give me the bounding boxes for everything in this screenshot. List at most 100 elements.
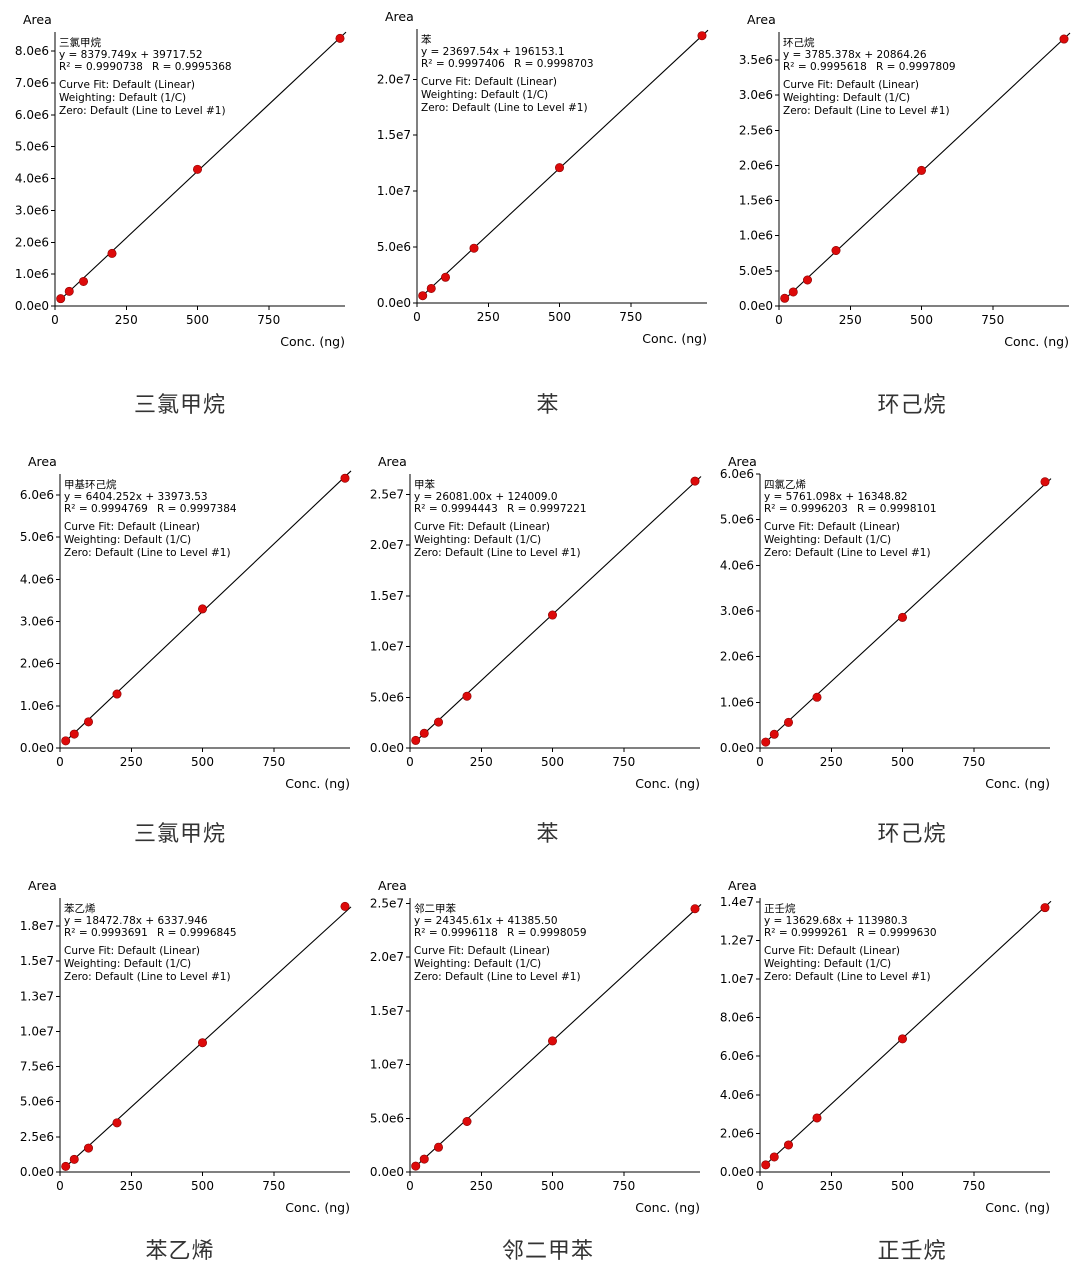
y-tick-label: 0.0e0 (370, 741, 404, 755)
data-point (469, 243, 479, 253)
data-point (555, 163, 565, 173)
compound-name: 苯乙烯 (64, 902, 96, 915)
data-point (61, 1161, 71, 1171)
chart-caption: 环己烷 (877, 393, 947, 418)
x-axis-title: Conc. (ng) (285, 776, 350, 791)
y-axis-title: Area (378, 878, 407, 893)
y-tick-label: 6.0e6 (720, 467, 754, 481)
x-tick-label: 500 (186, 313, 209, 327)
regression-line (63, 906, 352, 1170)
x-tick-label: 750 (612, 755, 635, 769)
data-point (812, 692, 822, 702)
x-tick-label: 0 (775, 313, 783, 327)
calibration-chart-8: Area 0.0e0 5.0e6 1.0e7 1.5e7 2.0e7 2.5e7 0 250 50… (355, 866, 715, 1216)
y-tick-label: 1.0e7 (370, 1058, 404, 1072)
data-point (64, 286, 74, 296)
data-point (426, 283, 436, 293)
y-tick-label: 1.0e6 (739, 229, 773, 243)
x-axis-title: Conc. (ng) (285, 1200, 350, 1215)
data-point (419, 728, 429, 738)
r-value: R = 0.9998101 (857, 503, 937, 515)
data-point (761, 737, 771, 747)
weighting-label: Weighting: Default (1/C) (783, 92, 910, 104)
y-tick-label: 6.0e6 (720, 1049, 754, 1063)
data-point (1059, 34, 1069, 44)
curve-fit-label: Curve Fit: Default (Linear) (414, 945, 550, 957)
data-point (112, 1118, 122, 1128)
calibration-chart-3: Area 0.0e0 5.0e5 1.0e6 1.5e6 2.0e6 2.5e6 3.0e6 3… (724, 0, 1071, 350)
y-tick-label: 1.4e7 (720, 895, 754, 909)
y-tick-label: 1.8e7 (20, 919, 54, 933)
data-point (917, 165, 927, 175)
y-tick-label: 4.0e6 (720, 1088, 754, 1102)
weighting-label: Weighting: Default (1/C) (764, 534, 891, 546)
chart-caption: 苯 (536, 393, 560, 418)
x-tick-label: 0 (56, 755, 64, 769)
y-tick-label: 8.0e6 (720, 1011, 754, 1025)
data-point (419, 1154, 429, 1164)
data-point (462, 1116, 472, 1126)
x-tick-label: 750 (262, 1179, 285, 1193)
calibration-chart-5: Area 0.0e0 5.0e6 1.0e7 1.5e7 2.0e7 2.5e7 0 250 50… (355, 442, 715, 792)
y-tick-label: 3.0e6 (20, 615, 54, 629)
weighting-label: Weighting: Default (1/C) (414, 534, 541, 546)
chart-svg: Area 0.0e0 5.0e6 1.0e7 1.5e7 2.0e7 2.5e7 0 250 50… (370, 878, 702, 1215)
data-point (69, 729, 79, 739)
x-tick-label: 500 (191, 755, 214, 769)
chart-caption: 邻二甲苯 (501, 1239, 594, 1264)
curve-fit-label: Curve Fit: Default (Linear) (783, 79, 919, 91)
y-tick-label: 7.5e6 (20, 1060, 54, 1074)
x-axis-title: Conc. (ng) (635, 1200, 700, 1215)
curve-fit-label: Curve Fit: Default (Linear) (59, 79, 195, 91)
data-point (107, 248, 117, 258)
y-tick-label: 4.0e6 (20, 572, 54, 586)
regression-line (763, 900, 1052, 1168)
regression-equation: y = 6404.252x + 33973.53 (64, 491, 208, 503)
y-axis-title: Area (728, 878, 757, 893)
x-tick-label: 250 (477, 310, 500, 324)
data-point (84, 717, 94, 727)
x-tick-label: 250 (120, 755, 143, 769)
curve-fit-label: Curve Fit: Default (Linear) (764, 521, 900, 533)
data-point (690, 476, 700, 486)
x-tick-label: 500 (541, 755, 564, 769)
data-point (1040, 477, 1050, 487)
r-squared-value: R² = 0.9990738 (59, 61, 143, 73)
data-point (761, 1160, 771, 1170)
zero-label: Zero: Default (Line to Level #1) (421, 102, 588, 114)
y-tick-label: 1.5e6 (739, 194, 773, 208)
x-tick-label: 750 (257, 313, 280, 327)
y-tick-label: 0.0e0 (377, 296, 411, 310)
weighting-label: Weighting: Default (1/C) (764, 958, 891, 970)
data-point (411, 1161, 421, 1171)
x-tick-label: 250 (820, 1179, 843, 1193)
r-value: R = 0.9997221 (507, 503, 587, 515)
y-tick-label: 1.5e7 (370, 589, 404, 603)
chart-svg: Area 0.0e0 5.0e6 1.0e7 1.5e7 2.0e7 2.5e7 0 250 50… (370, 454, 702, 791)
data-point (769, 729, 779, 739)
data-point (418, 291, 428, 301)
r-squared-value: R² = 0.9996203 (764, 503, 848, 515)
data-point (112, 689, 122, 699)
y-tick-label: 1.0e7 (20, 1024, 54, 1038)
x-tick-label: 250 (470, 755, 493, 769)
compound-name: 四氯乙烯 (764, 478, 806, 491)
y-tick-label: 5.0e6 (20, 530, 54, 544)
zero-label: Zero: Default (Line to Level #1) (64, 971, 231, 983)
x-tick-label: 250 (115, 313, 138, 327)
y-tick-label: 2.5e7 (370, 487, 404, 501)
calibration-chart-4: Area 0.0e0 1.0e6 2.0e6 3.0e6 4.0e6 5.0e6 6.0e6 0… (5, 442, 365, 792)
zero-label: Zero: Default (Line to Level #1) (783, 105, 950, 117)
chart-caption: 苯乙烯 (145, 1239, 215, 1264)
data-point (434, 1142, 444, 1152)
chart-caption: 三氯甲烷 (133, 393, 226, 418)
y-tick-label: 0.0e0 (720, 741, 754, 755)
x-tick-label: 250 (820, 755, 843, 769)
weighting-label: Weighting: Default (1/C) (414, 958, 541, 970)
y-tick-label: 2.0e6 (720, 1126, 754, 1140)
regression-equation: y = 26081.00x + 124009.0 (414, 491, 558, 503)
compound-name: 环己烷 (783, 36, 815, 49)
regression-equation: y = 3785.378x + 20864.26 (783, 49, 927, 61)
data-point (198, 604, 208, 614)
